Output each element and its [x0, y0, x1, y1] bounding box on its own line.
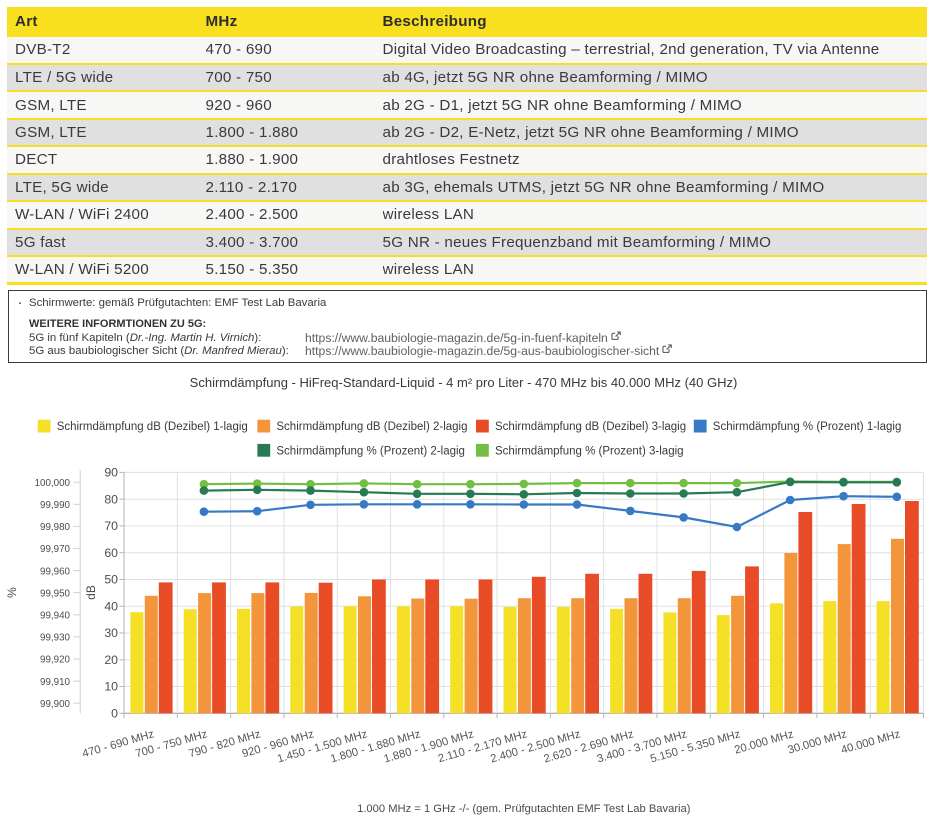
- svg-text:10: 10: [104, 680, 118, 694]
- svg-text:100,000: 100,000: [35, 478, 71, 489]
- svg-text:Schirmdämpfung dB (Dezibel) 3-: Schirmdämpfung dB (Dezibel) 3-lagig: [495, 421, 686, 433]
- svg-text:20.000 MHz: 20.000 MHz: [733, 728, 795, 756]
- svg-text:Schirmdämpfung - HiFreq-Standa: Schirmdämpfung - HiFreq-Standard-Liquid …: [190, 375, 738, 390]
- svg-text:dB: dB: [84, 585, 98, 600]
- svg-text:1.000 MHz = 1 GHz -/- (gem. Pr: 1.000 MHz = 1 GHz -/- (gem. Prüfgutachte…: [357, 803, 691, 815]
- svg-text:Schirmdämpfung % (Prozent) 3-l: Schirmdämpfung % (Prozent) 3-lagig: [495, 445, 684, 457]
- svg-text:99,970: 99,970: [40, 544, 71, 555]
- svg-text:Schirmdämpfung % (Prozent) 2-l: Schirmdämpfung % (Prozent) 2-lagig: [276, 445, 465, 457]
- svg-text:99,910: 99,910: [40, 677, 71, 688]
- svg-text:99,930: 99,930: [40, 633, 71, 644]
- svg-text:Schirmdämpfung dB (Dezibel) 2-: Schirmdämpfung dB (Dezibel) 2-lagig: [276, 421, 467, 433]
- svg-text:0: 0: [111, 707, 118, 721]
- svg-text:40: 40: [104, 599, 118, 613]
- svg-text:Schirmdämpfung dB (Dezibel) 1-: Schirmdämpfung dB (Dezibel) 1-lagig: [57, 421, 248, 433]
- svg-text:90: 90: [104, 466, 118, 480]
- svg-text:99,900: 99,900: [40, 699, 71, 710]
- svg-text:99,940: 99,940: [40, 611, 71, 622]
- svg-text:50: 50: [104, 573, 118, 587]
- svg-text:%: %: [5, 587, 19, 598]
- svg-text:99,990: 99,990: [40, 500, 71, 511]
- svg-text:99,950: 99,950: [40, 588, 71, 599]
- svg-text:80: 80: [104, 492, 118, 506]
- svg-text:60: 60: [104, 546, 118, 560]
- svg-text:99,920: 99,920: [40, 655, 71, 666]
- svg-text:70: 70: [104, 519, 118, 533]
- svg-text:20: 20: [104, 653, 118, 667]
- svg-text:99,980: 99,980: [40, 522, 71, 533]
- svg-text:30: 30: [104, 626, 118, 640]
- svg-text:99,960: 99,960: [40, 566, 71, 577]
- svg-text:Schirmdämpfung % (Prozent) 1-l: Schirmdämpfung % (Prozent) 1-lagig: [713, 421, 902, 433]
- svg-text:40.000 MHz: 40.000 MHz: [840, 728, 902, 756]
- svg-text:30.000 MHz: 30.000 MHz: [786, 728, 848, 756]
